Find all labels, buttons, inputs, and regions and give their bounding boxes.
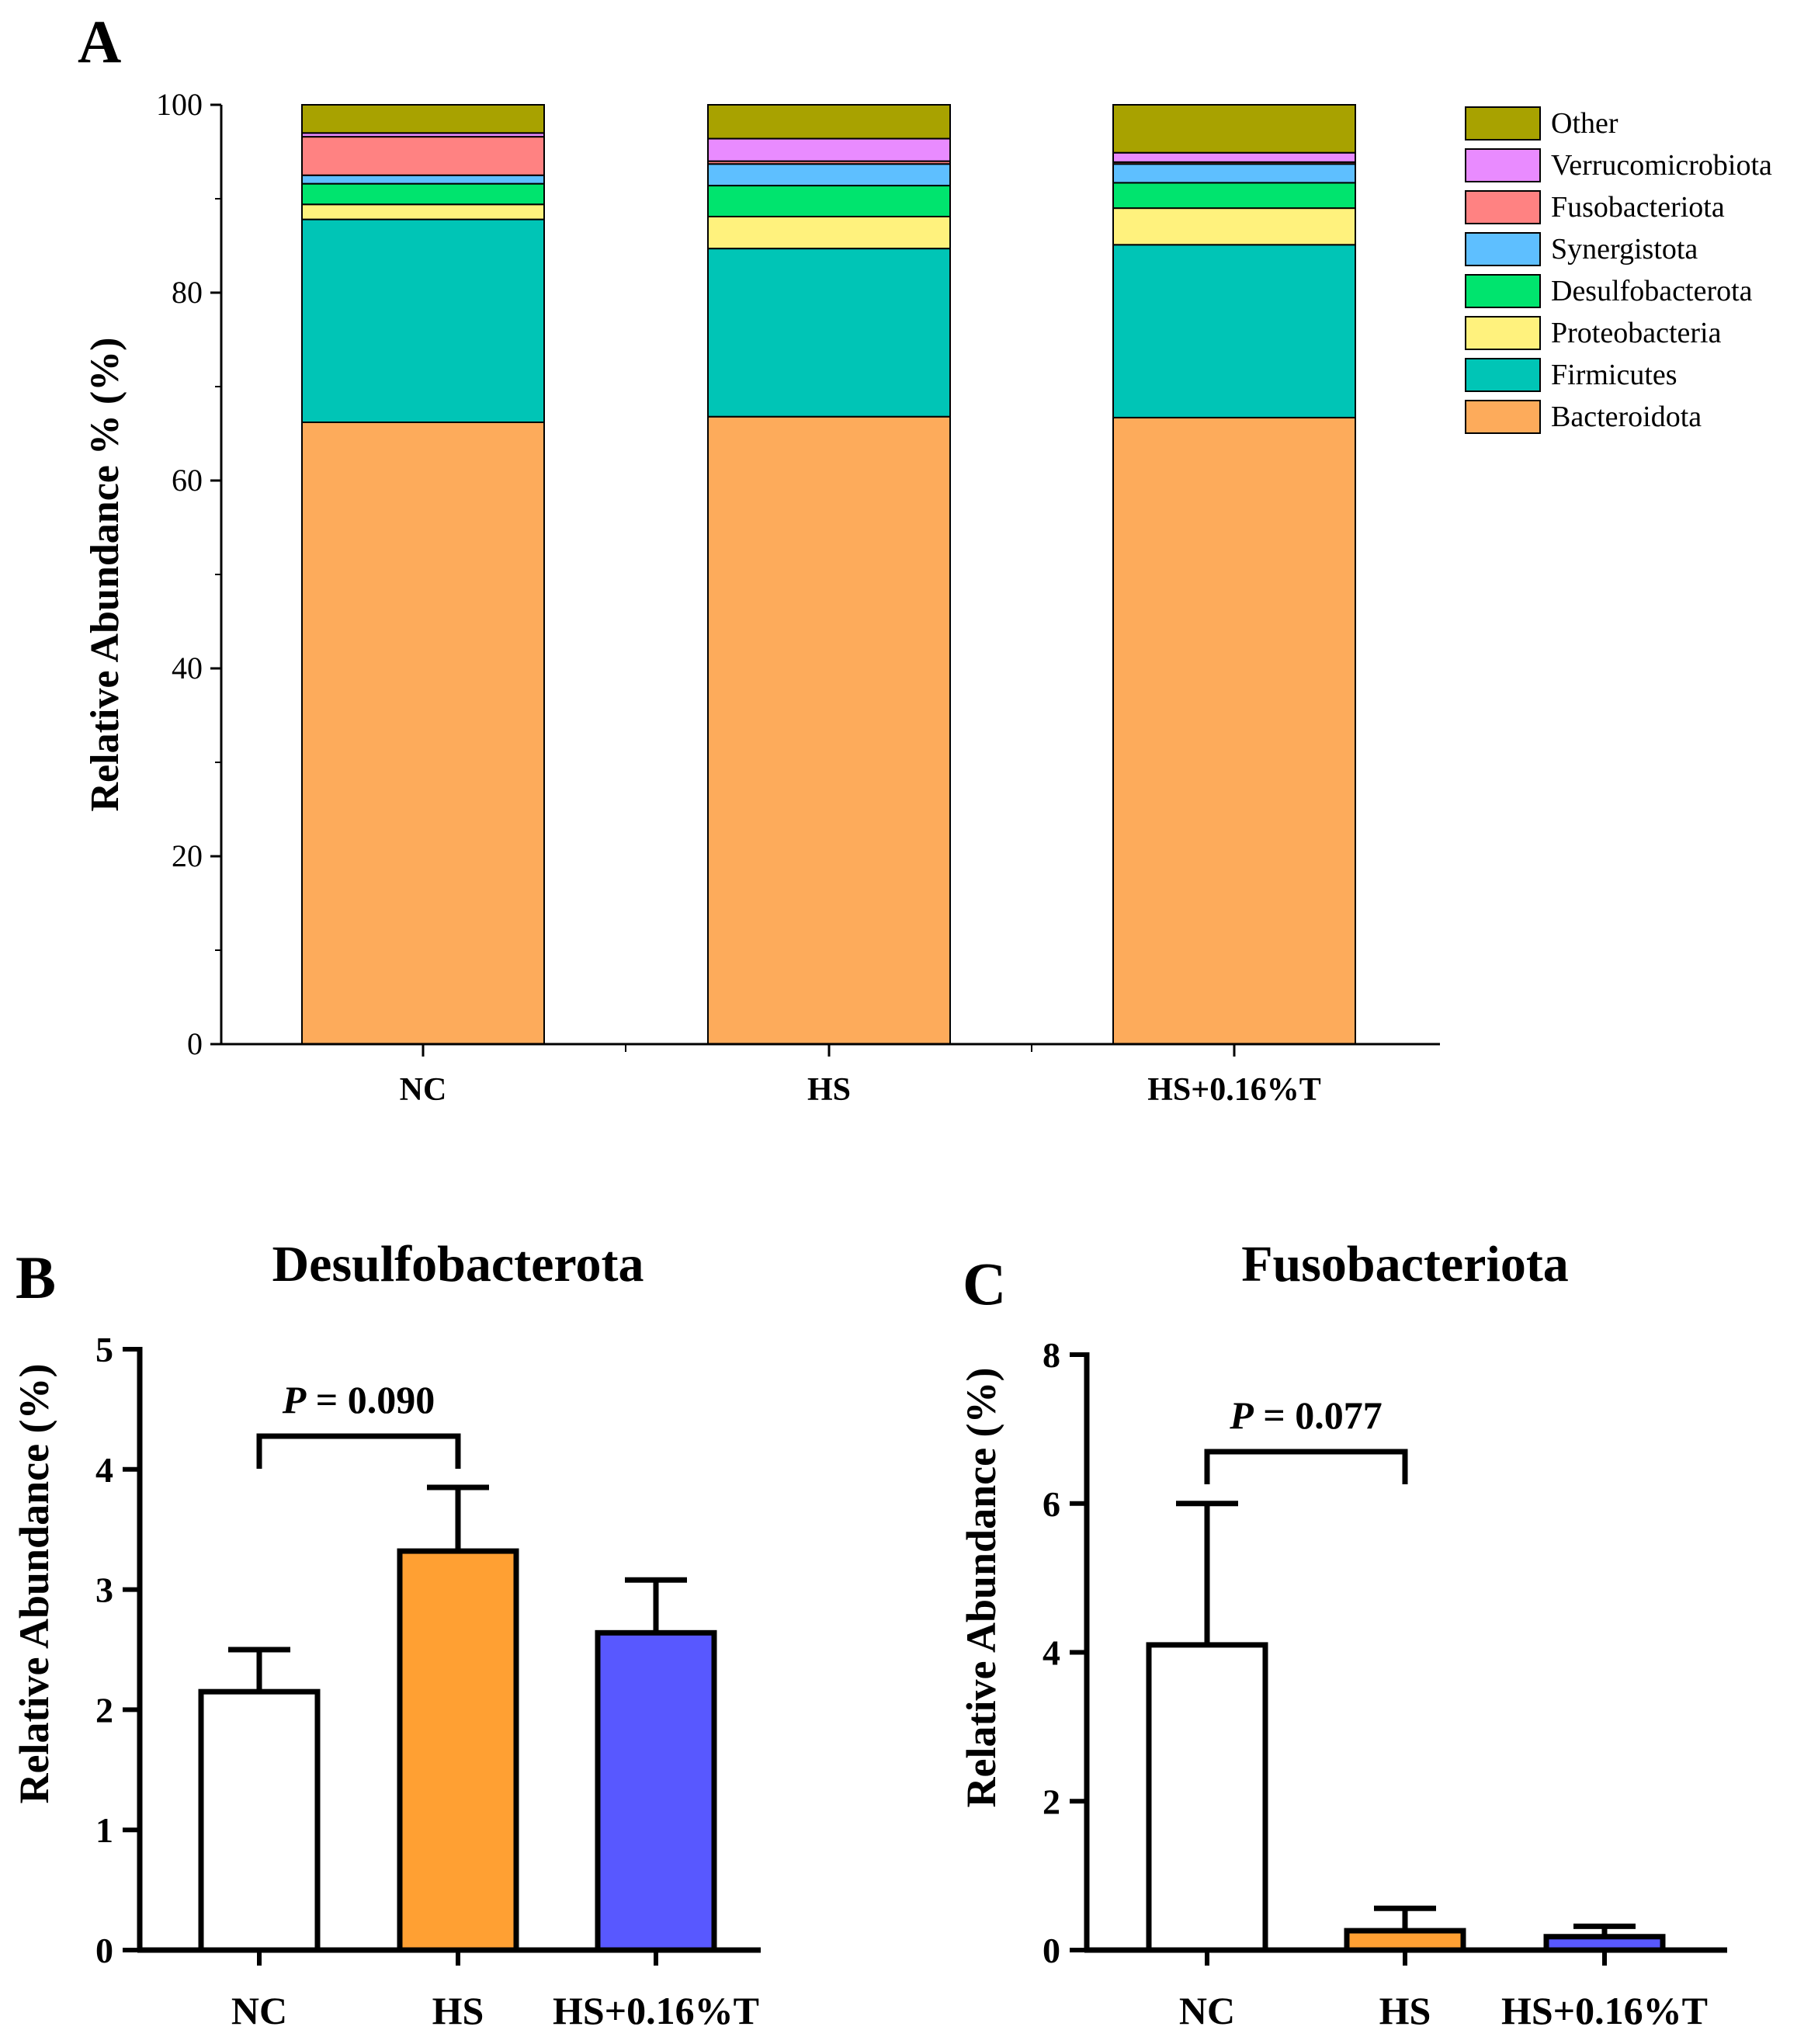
p-value-label-c: P = 0.077: [1229, 1393, 1383, 1437]
bar-segment-hs-0-16-t-desulfobacterota: [1112, 182, 1356, 210]
y-tick-label-a: 0: [187, 1026, 203, 1061]
bar-segment-hs-0-16-t-firmicutes: [1112, 244, 1356, 418]
y-tick-label-b: 1: [95, 1810, 113, 1850]
bar-segment-hs-firmicutes: [707, 248, 951, 418]
legend-label-verrucomicrobiota: Verrucomicrobiota: [1551, 149, 1772, 182]
significance-bracket-b: [256, 1433, 461, 1469]
legend-label-fusobacteriota: Fusobacteriota: [1551, 191, 1725, 224]
legend-label-desulfobacterota: Desulfobacterota: [1551, 275, 1753, 307]
bar-segment-nc-fusobacteriota: [301, 136, 545, 176]
x-tick-label-b-hs-0-16-t: HS+0.16%T: [553, 1989, 759, 2032]
bar-segment-hs-synergistota: [707, 163, 951, 187]
legend-swatch-desulfobacterota: [1465, 274, 1541, 308]
y-tick-label-c: 0: [1043, 1931, 1060, 1970]
x-tick-label-a-hs-0-16-t: HS+0.16%T: [1147, 1072, 1320, 1108]
legend-label-other: Other: [1551, 107, 1618, 140]
p-value-text-b: = 0.090: [306, 1378, 435, 1421]
panel-letter-b: B: [16, 1244, 56, 1311]
x-tick-label-b-hs: HS: [432, 1989, 484, 2032]
bar-b-nc: [198, 1688, 321, 1953]
y-tick-label-a: 40: [172, 651, 203, 685]
bar-segment-hs-proteobacteria: [707, 215, 951, 250]
bar-segment-nc-desulfobacterota: [301, 182, 545, 206]
y-tick-label-c: 6: [1043, 1484, 1060, 1524]
bar-b-hs: [397, 1548, 519, 1953]
significance-bracket-c: [1204, 1449, 1408, 1484]
bar-segment-nc-synergistota: [301, 174, 545, 185]
y-tick-label-c: 8: [1043, 1335, 1060, 1375]
y-tick-label-a: 20: [172, 838, 203, 873]
p-symbol-c: P: [1229, 1393, 1254, 1437]
y-tick-label-b: 4: [95, 1450, 113, 1490]
x-tick-label-a-nc: NC: [400, 1072, 447, 1108]
legend-label-firmicutes: Firmicutes: [1551, 359, 1677, 391]
x-tick-label-c-hs-0-16-t: HS+0.16%T: [1501, 1989, 1708, 2032]
legend-label-proteobacteria: Proteobacteria: [1551, 317, 1722, 349]
x-tick-label-b-nc: NC: [231, 1989, 287, 2032]
y-axis-label-a: Relative Abundance % (%): [83, 338, 127, 812]
bar-segment-hs-0-16-t-proteobacteria: [1112, 207, 1356, 246]
bar-segment-hs-other: [707, 104, 951, 140]
bar-b-hs-0-16-t: [595, 1629, 717, 1953]
p-value-text-c: = 0.077: [1254, 1393, 1383, 1437]
bar-segment-nc-bacteroidota: [301, 421, 545, 1045]
bar-segment-hs-verrucomicrobiota: [707, 137, 951, 162]
bar-c-hs: [1344, 1928, 1466, 1953]
bar-segment-nc-other: [301, 104, 545, 134]
y-tick-label-b: 2: [95, 1690, 113, 1730]
bar-segment-nc-proteobacteria: [301, 203, 545, 220]
chart-title-c: Fusobacteriota: [1241, 1236, 1569, 1293]
y-tick-label-a: 60: [172, 463, 203, 498]
x-tick-label-c-hs: HS: [1379, 1989, 1431, 2032]
y-tick-label-b: 5: [95, 1330, 113, 1369]
bar-chart-b: Desulfobacterota Relative Abundance (%) …: [11, 1236, 761, 2032]
bar-segment-hs-desulfobacterota: [707, 185, 951, 217]
legend-swatch-fusobacteriota: [1465, 190, 1541, 224]
legend-swatch-proteobacteria: [1465, 316, 1541, 350]
legend-label-synergistota: Synergistota: [1551, 233, 1698, 265]
panel-letter-a: A: [78, 8, 121, 75]
bar-segment-hs-bacteroidota: [707, 415, 951, 1045]
y-axis-label-b: Relative Abundance (%): [11, 1364, 57, 1804]
legend-swatch-bacteroidota: [1465, 400, 1541, 434]
panel-letter-c: C: [963, 1250, 1006, 1317]
bar-segment-nc-firmicutes: [301, 218, 545, 423]
x-tick-label-a-hs: HS: [807, 1072, 851, 1108]
legend-swatch-synergistota: [1465, 232, 1541, 266]
stacked-bar-chart-a: Relative Abundance % (%) 0 20 40 60 80 100 NC H…: [83, 87, 1772, 1108]
p-symbol-b: P: [282, 1378, 307, 1421]
y-tick-label-c: 4: [1043, 1633, 1060, 1673]
y-tick-label-b: 3: [95, 1570, 113, 1610]
bar-segment-hs-0-16-t-synergistota: [1112, 163, 1356, 184]
x-tick-label-c-nc: NC: [1179, 1989, 1235, 2032]
bar-c-nc: [1146, 1642, 1268, 1953]
y-tick-label-b: 0: [95, 1931, 113, 1970]
y-tick-label-a: 80: [172, 275, 203, 310]
legend-swatch-verrucomicrobiota: [1465, 148, 1541, 182]
legend-swatch-other: [1465, 106, 1541, 141]
bar-chart-c: Fusobacteriota Relative Abundance (%) NC…: [958, 1236, 1727, 2032]
p-value-label-b: P = 0.090: [282, 1378, 435, 1421]
bar-segment-hs-0-16-t-bacteroidota: [1112, 416, 1356, 1045]
bar-segment-hs-0-16-t-verrucomicrobiota: [1112, 151, 1356, 163]
bar-segment-hs-0-16-t-other: [1112, 104, 1356, 154]
y-tick-label-a: 100: [156, 87, 203, 122]
chart-title-b: Desulfobacterota: [272, 1236, 644, 1293]
legend-label-bacteroidota: Bacteroidota: [1551, 401, 1702, 433]
y-tick-label-c: 2: [1043, 1782, 1060, 1821]
y-axis-label-c: Relative Abundance (%): [958, 1368, 1004, 1808]
legend-swatch-firmicutes: [1465, 358, 1541, 392]
